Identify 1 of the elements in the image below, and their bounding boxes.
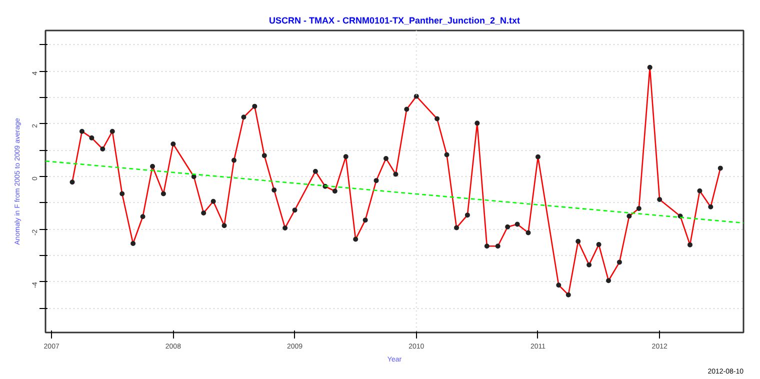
chart-title: USCRN - TMAX - CRNM0101-TX_Panther_Junction_2_N.txt — [268, 16, 520, 26]
